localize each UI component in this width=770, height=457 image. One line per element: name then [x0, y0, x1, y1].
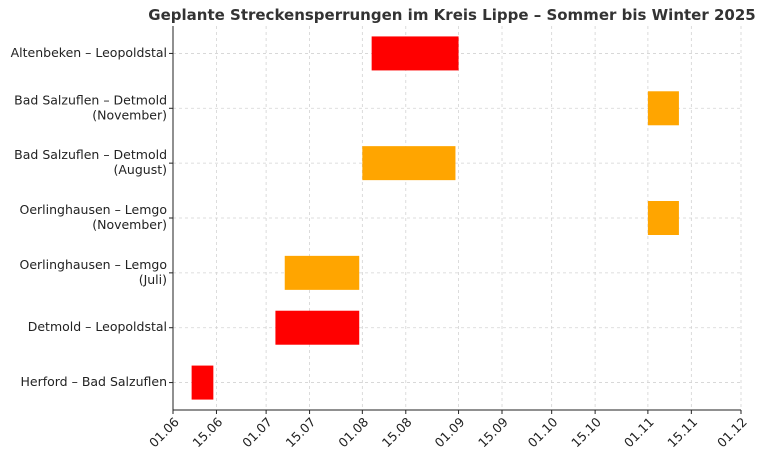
closure-bar — [371, 36, 459, 71]
category-label: Bad Salzuflen – Detmold — [14, 147, 167, 162]
category-label: Bad Salzuflen – Detmold — [14, 92, 167, 107]
closure-bar — [275, 310, 360, 345]
chart-title: Geplante Streckensperrungen im Kreis Lip… — [148, 6, 755, 24]
x-tick-label: 01.08 — [335, 414, 371, 450]
x-tick-label: 15.07 — [283, 414, 319, 450]
category-label: Oerlinghausen – Lemgo — [20, 257, 168, 272]
category-label: Oerlinghausen – Lemgo — [20, 202, 168, 217]
axes — [169, 26, 742, 414]
x-tick-label: 01.12 — [714, 414, 750, 450]
closure-bar — [191, 365, 214, 400]
bars — [191, 36, 679, 400]
closure-bar — [647, 201, 679, 235]
x-tick-label: 01.10 — [525, 414, 561, 450]
category-label: Detmold – Leopoldstal — [28, 319, 167, 334]
x-tick-label: 01.07 — [239, 414, 275, 450]
category-label: (Juli) — [139, 272, 167, 287]
x-tick-label: 01.09 — [432, 414, 468, 450]
x-tick-label: 01.06 — [146, 414, 182, 450]
x-tick-label: 01.11 — [621, 414, 657, 450]
x-tick-label: 15.09 — [475, 414, 511, 450]
labels: 01.06 15.06 01.07 15.07 01.08 15.08 01.09 15.09… — [11, 45, 750, 450]
closure-bar — [284, 255, 360, 290]
category-label: (November) — [92, 217, 167, 232]
x-tick-label: 15.11 — [664, 414, 700, 450]
x-tick-label: 15.08 — [379, 414, 415, 450]
category-label: (August) — [114, 162, 168, 177]
x-tick-label: 15.10 — [568, 414, 604, 450]
category-label: Altenbeken – Leopoldstal — [11, 45, 167, 60]
category-label: (November) — [92, 107, 167, 122]
category-label: Herford – Bad Salzuflen — [20, 374, 167, 389]
x-tick-label: 15.06 — [189, 414, 225, 450]
closure-bar — [362, 146, 456, 181]
closure-bar — [647, 91, 679, 126]
